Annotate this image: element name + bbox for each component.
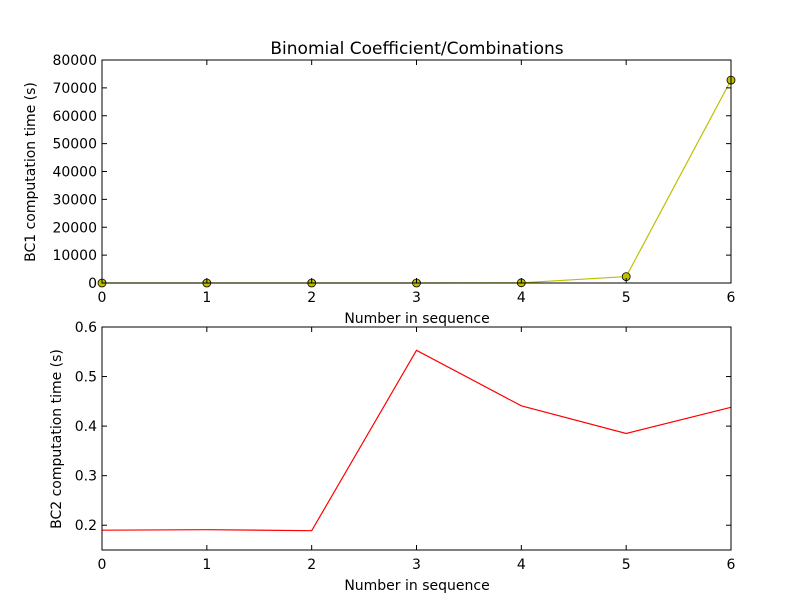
x-tick-label: 3	[412, 290, 421, 306]
y-tick-label: 0.2	[75, 518, 97, 534]
y-tick-label: 10000	[52, 248, 97, 264]
x-tick-label: 5	[622, 290, 631, 306]
x-tick-label: 2	[307, 557, 316, 573]
y-tick-label: 0	[88, 276, 97, 292]
x-tick-label: 5	[622, 557, 631, 573]
x-axis-label: Number in sequence	[344, 311, 489, 327]
x-tick-label: 0	[98, 557, 107, 573]
y-tick-label: 40000	[52, 165, 97, 181]
y-tick-label: 20000	[52, 220, 97, 236]
x-tick-label: 0	[98, 290, 107, 306]
x-tick-label: 1	[202, 290, 211, 306]
x-tick-label: 2	[307, 290, 316, 306]
y-tick-label: 0.4	[75, 419, 97, 435]
plot-frame	[101, 59, 732, 284]
y-tick-label: 0.5	[75, 370, 97, 386]
chart-title: Binomial Coefficient/Combinations	[270, 39, 563, 59]
y-tick-label: 30000	[52, 192, 97, 208]
x-tick-label: 6	[727, 290, 736, 306]
x-tick-label: 4	[517, 557, 526, 573]
chart-bc1: Binomial Coefficient/Combinations Number…	[23, 39, 736, 327]
plot-frame	[101, 326, 732, 551]
x-tick-label: 1	[202, 557, 211, 573]
y-tick-label: 70000	[52, 81, 97, 97]
y-tick-label: 50000	[52, 137, 97, 153]
x-tick-label: 4	[517, 290, 526, 306]
y-tick-label: 0.6	[75, 320, 97, 336]
chart-bc2: Number in sequence BC2 computation time …	[49, 320, 736, 594]
series-line	[101, 349, 732, 532]
x-tick-label: 6	[727, 557, 736, 573]
x-tick-label: 3	[412, 557, 421, 573]
y-tick-label: 80000	[52, 53, 97, 69]
x-axis-label: Number in sequence	[344, 578, 489, 594]
y-axis-label: BC2 computation time (s)	[49, 349, 65, 529]
y-axis-label: BC1 computation time (s)	[23, 82, 39, 262]
y-tick-label: 60000	[52, 109, 97, 125]
y-tick-label: 0.3	[75, 469, 97, 485]
